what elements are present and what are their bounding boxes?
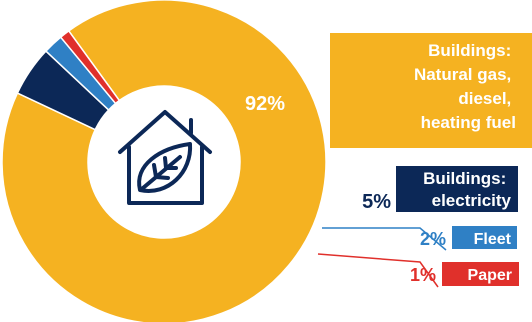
value-label-natural-gas: 92% <box>245 93 285 115</box>
label-line: Natural gas, <box>414 65 511 84</box>
value-label-paper: 1% <box>410 265 436 285</box>
house-leaf-icon <box>120 112 210 203</box>
label-line: Paper <box>468 267 512 284</box>
label-line: electricity <box>432 191 512 210</box>
label-line: Fleet <box>474 231 512 248</box>
label-line: Buildings: <box>428 41 511 60</box>
value-label-electricity: 5% <box>362 191 391 213</box>
value-label-fleet: 2% <box>420 229 446 249</box>
slice-label-paper: Paper 1% <box>410 262 519 286</box>
label-line: diesel, <box>458 89 511 108</box>
slice-label-electricity: Buildings: electricity 5% <box>362 166 518 213</box>
slice-label-fleet: Fleet 2% <box>420 226 517 249</box>
label-line: Buildings: <box>423 169 506 188</box>
label-line: heating fuel <box>421 113 516 132</box>
